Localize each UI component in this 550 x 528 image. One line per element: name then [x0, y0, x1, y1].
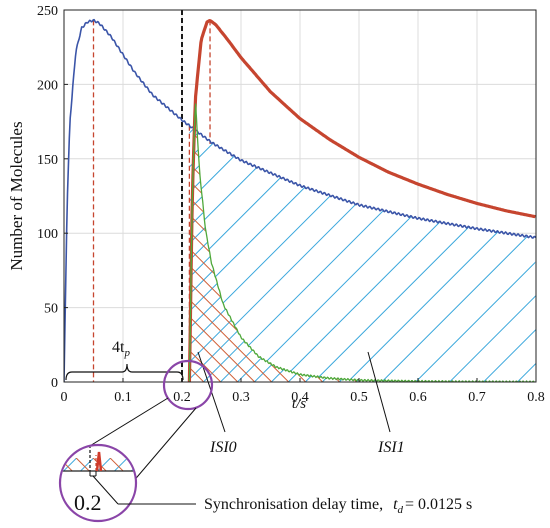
- series-line-isi: [188, 103, 536, 382]
- span-label: 4tp: [112, 339, 130, 359]
- y-axis-label: Number of Molecules: [7, 121, 26, 270]
- x-tick-label: 0.6: [409, 390, 427, 405]
- hatched-areas: [189, 99, 536, 382]
- span-brace: [65, 363, 184, 381]
- x-tick-label: 0.2: [173, 390, 191, 405]
- y-tick-label: 250: [37, 4, 58, 19]
- x-tick-label: 0.5: [350, 390, 368, 405]
- zoom-connector-left: [79, 397, 169, 453]
- zoom-inset: 0.2: [58, 443, 138, 523]
- x-tick-label: 0.8: [527, 390, 545, 405]
- x-tick-label: 0.7: [468, 390, 486, 405]
- y-tick-label: 50: [44, 302, 58, 317]
- isi1-label: ISI1: [377, 439, 405, 456]
- isi1-area: [189, 125, 536, 382]
- x-tick-label: 0.3: [232, 390, 250, 405]
- axis-ticks: 0 0.1 0.2 0.3 0.4 0.5 0.6 0.7 0.8 0 50 100 150 200 250: [37, 4, 545, 405]
- y-tick-label: 0: [51, 376, 58, 391]
- sync-delay-label: Synchronisation delay time, td = 0.0125 s: [204, 496, 472, 516]
- isi0-label: ISI0: [209, 439, 237, 456]
- peak-markers: [92, 10, 211, 382]
- zoom-source-circle: [162, 359, 214, 411]
- x-tick-label: 0: [61, 390, 68, 405]
- x-tick-label: 0.4: [291, 390, 309, 405]
- series-line-transmitted: [64, 18, 536, 382]
- series-lines: [64, 18, 536, 382]
- sync-leader: [92, 475, 119, 505]
- x-axis-label: t/s: [292, 396, 306, 412]
- isi1-leader: [367, 351, 391, 433]
- y-tick-label: 150: [37, 153, 58, 168]
- y-tick-label: 200: [37, 78, 58, 93]
- series-line-interfering: [187, 19, 536, 382]
- y-tick-label: 100: [37, 227, 58, 242]
- zoom-tick-label: 0.2: [74, 490, 102, 515]
- x-tick-label: 0.1: [114, 390, 132, 405]
- isi0-area: [189, 99, 536, 382]
- zoom-connector-right: [125, 407, 197, 491]
